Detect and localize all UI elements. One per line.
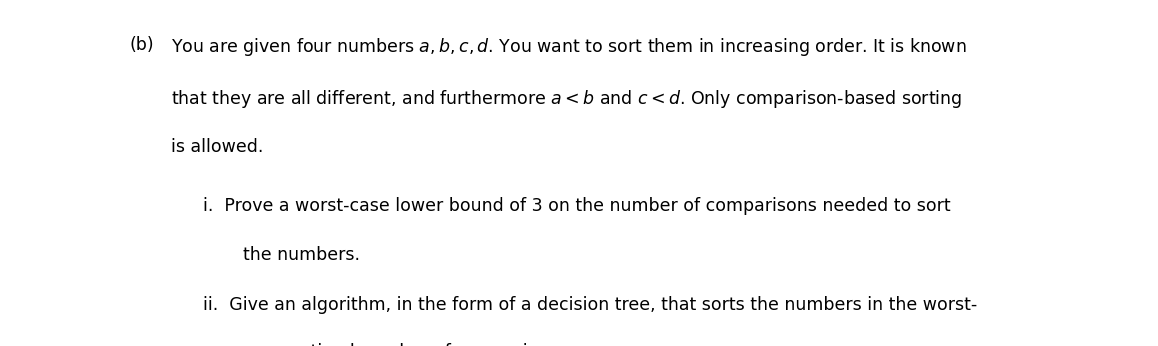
Text: case optimal number of comparisons.: case optimal number of comparisons. [243,343,573,346]
Text: the numbers.: the numbers. [243,246,360,264]
Text: (b): (b) [130,36,154,54]
Text: You are given four numbers $a, b, c, d$. You want to sort them in increasing ord: You are given four numbers $a, b, c, d$.… [171,36,967,58]
Text: is allowed.: is allowed. [171,138,264,156]
Text: that they are all different, and furthermore $a < b$ and $c < d$. Only compariso: that they are all different, and further… [171,88,962,110]
Text: ii.  Give an algorithm, in the form of a decision tree, that sorts the numbers i: ii. Give an algorithm, in the form of a … [203,296,977,314]
Text: i.  Prove a worst-case lower bound of 3 on the number of comparisons needed to s: i. Prove a worst-case lower bound of 3 o… [203,197,951,215]
